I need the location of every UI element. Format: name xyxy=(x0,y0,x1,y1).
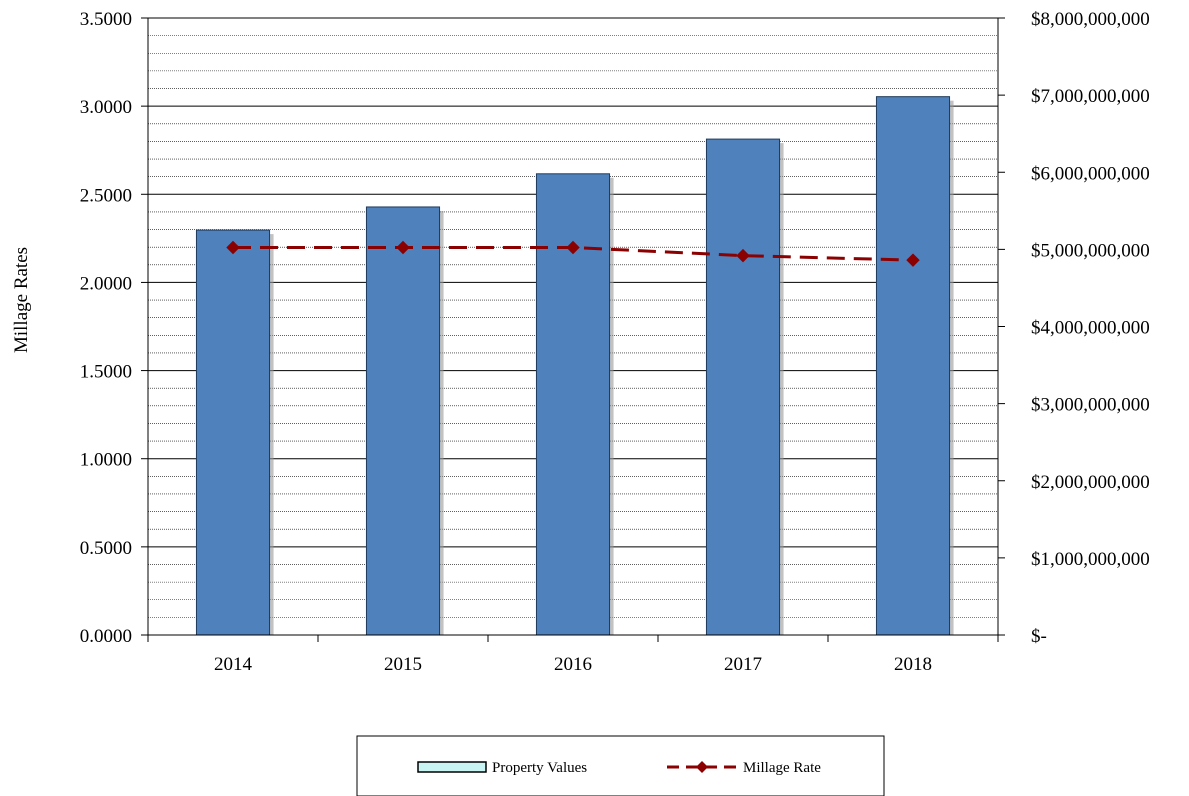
x-tick-label: 2018 xyxy=(894,654,932,675)
x-tick-label: 2015 xyxy=(384,654,422,675)
legend-label-millage-rate: Millage Rate xyxy=(743,760,821,776)
right-tick-label: $8,000,000,000 xyxy=(1031,9,1150,30)
right-tick-label: $- xyxy=(1031,626,1047,647)
millage-rate-point-2015 xyxy=(396,240,410,255)
right-tick-label: $5,000,000,000 xyxy=(1031,240,1150,261)
bars-group xyxy=(195,96,954,636)
bar-property-values-2015 xyxy=(365,206,441,636)
left-tick-label: 2.0000 xyxy=(80,273,132,294)
left-tick-label: 3.5000 xyxy=(80,9,132,30)
left-tick-label: 1.0000 xyxy=(80,450,132,471)
right-tick-label: $4,000,000,000 xyxy=(1031,318,1150,339)
left-tick-label: 2.5000 xyxy=(80,185,132,206)
right-tick-label: $1,000,000,000 xyxy=(1031,549,1150,570)
left-tick-label: 0.5000 xyxy=(80,538,132,559)
right-tick-label: $7,000,000,000 xyxy=(1031,86,1150,107)
left-tick-label: 0.0000 xyxy=(80,626,132,647)
bar-property-values-2018 xyxy=(875,96,951,636)
x-tick-label: 2017 xyxy=(724,654,762,675)
legend-marker-millage-rate xyxy=(696,761,708,773)
y-axis-title: Millage Rates xyxy=(11,247,32,353)
x-axis-ticks: 2014 2015 2016 2017 2018 xyxy=(214,654,932,675)
bar-property-values-2017 xyxy=(705,138,781,636)
legend-swatch-property-values xyxy=(417,761,487,773)
right-axis-ticks: $- $1,000,000,000 $2,000,000,000 $3,000,000… xyxy=(998,9,1150,647)
right-tick-label: $3,000,000,000 xyxy=(1031,395,1150,416)
legend: Property Values Millage Rate xyxy=(356,735,885,796)
bar-property-values-2014 xyxy=(195,229,271,636)
right-tick-label: $6,000,000,000 xyxy=(1031,163,1150,184)
x-tick-label: 2014 xyxy=(214,654,253,675)
millage-rate-line-group xyxy=(226,240,920,267)
left-tick-label: 3.0000 xyxy=(80,97,132,118)
millage-rate-point-2017 xyxy=(736,248,750,263)
millage-rate-point-2018 xyxy=(906,253,920,267)
left-axis-ticks: 0.0000 0.5000 1.0000 1.5000 2.0000 2.5000 3.00… xyxy=(80,9,148,647)
right-tick-label: $2,000,000,000 xyxy=(1031,472,1150,493)
millage-rate-point-2014 xyxy=(226,240,240,255)
x-tick-label: 2016 xyxy=(554,654,592,675)
legend-label-property-values: Property Values xyxy=(492,760,587,776)
millage-rate-point-2016 xyxy=(566,240,580,255)
left-tick-label: 1.5000 xyxy=(80,362,132,383)
